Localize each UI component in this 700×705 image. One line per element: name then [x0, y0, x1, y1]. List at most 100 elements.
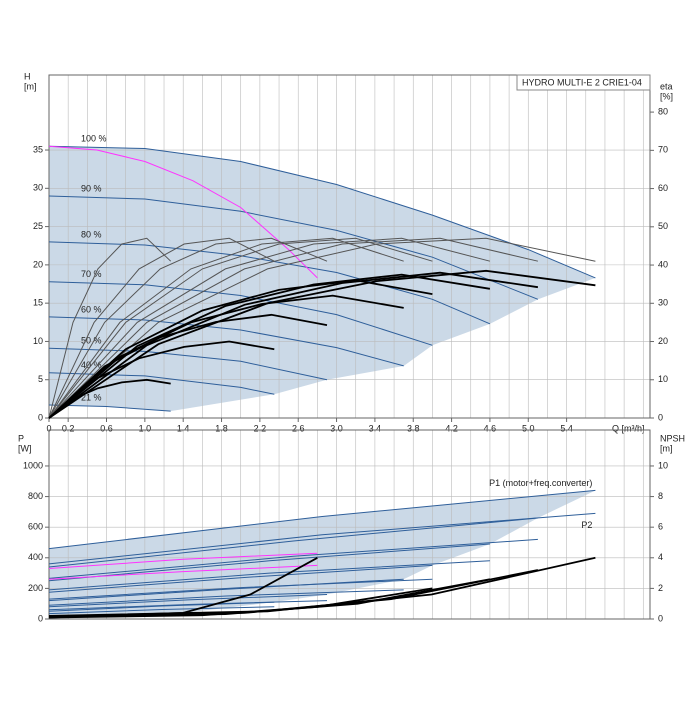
y2-tick-label: 6	[658, 522, 663, 532]
curve	[48, 195, 539, 300]
curve	[48, 587, 433, 619]
curve	[48, 237, 491, 419]
curve	[48, 347, 328, 381]
curve	[48, 578, 433, 600]
y-tick-label: 25	[33, 221, 43, 231]
curve	[48, 145, 596, 279]
y2-tick-label: 70	[658, 145, 668, 155]
y2-axis-label: eta	[660, 81, 673, 91]
x-tick-label: 5.4	[560, 423, 573, 433]
curve-label: 21 %	[81, 392, 102, 402]
title-box	[516, 74, 651, 91]
x-tick-label: 0	[46, 423, 51, 433]
curve	[48, 294, 404, 419]
x-tick-label: 2.6	[292, 423, 305, 433]
operating-range	[49, 146, 596, 412]
x-tick-label: 3.4	[369, 423, 382, 433]
curve-label: 90 %	[81, 183, 102, 193]
y2-tick-label: 10	[658, 374, 668, 384]
curve	[48, 594, 328, 608]
y2-axis-label: [%]	[660, 91, 673, 101]
curve	[48, 316, 404, 367]
y-tick-label: 400	[28, 552, 43, 562]
curve	[48, 237, 433, 419]
curve	[48, 281, 433, 346]
y2-tick-label: 60	[658, 183, 668, 193]
x-tick-label: 1.8	[215, 423, 228, 433]
y-tick-label: 800	[28, 491, 43, 501]
curve	[48, 512, 596, 565]
y-axis-label: H	[24, 71, 31, 81]
curve-label: 80 %	[81, 229, 102, 239]
y-tick-label: 600	[28, 522, 43, 532]
curve	[48, 552, 318, 569]
curve	[48, 538, 538, 579]
curve-label: P1 (motor+freq.converter)	[489, 478, 592, 488]
x-axis-label: Q [m³/h]	[612, 423, 645, 433]
y-tick-label: 15	[33, 298, 43, 308]
y-axis-label: [W]	[18, 443, 32, 453]
y-tick-label: 35	[33, 144, 43, 154]
y2-tick-label: 10	[658, 460, 668, 470]
curve	[48, 269, 596, 419]
y2-tick-label: 0	[658, 613, 663, 623]
curve	[48, 237, 172, 419]
curve-label: 100 %	[81, 134, 107, 144]
y2-tick-label: 30	[658, 298, 668, 308]
curve	[48, 271, 539, 419]
curve	[48, 564, 433, 593]
y2-tick-label: 2	[658, 583, 663, 593]
curve	[48, 517, 538, 568]
curve	[48, 578, 404, 602]
y2-tick-label: 40	[658, 259, 668, 269]
curve-label: 60 %	[81, 304, 102, 314]
curve	[48, 237, 275, 419]
y2-axis-label: NPSH	[660, 433, 685, 443]
x-tick-label: 1.0	[139, 423, 152, 433]
x-tick-label: 1.4	[177, 423, 190, 433]
curve	[48, 237, 539, 419]
y-tick-label: 0	[38, 613, 43, 623]
curve	[48, 279, 433, 419]
curve	[48, 606, 275, 615]
y2-tick-label: 0	[658, 412, 663, 422]
curve	[48, 313, 328, 419]
x-tick-label: 4.2	[445, 423, 458, 433]
curve	[48, 543, 490, 582]
x-tick-label: 4.6	[484, 423, 497, 433]
curve	[48, 557, 318, 619]
curve	[48, 489, 596, 550]
x-tick-label: 5.0	[522, 423, 535, 433]
y-tick-label: 1000	[23, 460, 43, 470]
y2-axis-label: [m]	[660, 443, 673, 453]
curve-label: 70 %	[81, 269, 102, 279]
curve	[48, 237, 328, 419]
y2-tick-label: 4	[658, 552, 663, 562]
x-tick-label: 0.2	[62, 423, 75, 433]
y-tick-label: 5	[38, 374, 43, 384]
curve	[48, 340, 275, 419]
curve-label: P2	[581, 520, 592, 530]
x-tick-label: 2.2	[254, 423, 267, 433]
y2-tick-label: 20	[658, 336, 668, 346]
y-tick-label: 20	[33, 259, 43, 269]
y2-tick-label: 50	[658, 221, 668, 231]
curve	[48, 589, 404, 606]
x-tick-label: 3.0	[330, 423, 343, 433]
x-tick-label: 3.8	[407, 423, 420, 433]
y-tick-label: 200	[28, 583, 43, 593]
y-axis-label: [m]	[24, 81, 37, 91]
operating-range	[49, 490, 596, 617]
chart-title: HYDRO MULTI-E 2 CRIE1-04	[522, 77, 642, 87]
y-tick-label: 10	[33, 336, 43, 346]
curve	[48, 560, 490, 591]
y2-tick-label: 8	[658, 491, 663, 501]
curve	[48, 600, 328, 611]
curve	[48, 237, 404, 419]
y-axis-label: P	[18, 433, 24, 443]
curve	[48, 564, 318, 580]
plot-frame	[48, 429, 651, 620]
y2-tick-label: 80	[658, 106, 668, 116]
plot-frame	[48, 74, 651, 419]
